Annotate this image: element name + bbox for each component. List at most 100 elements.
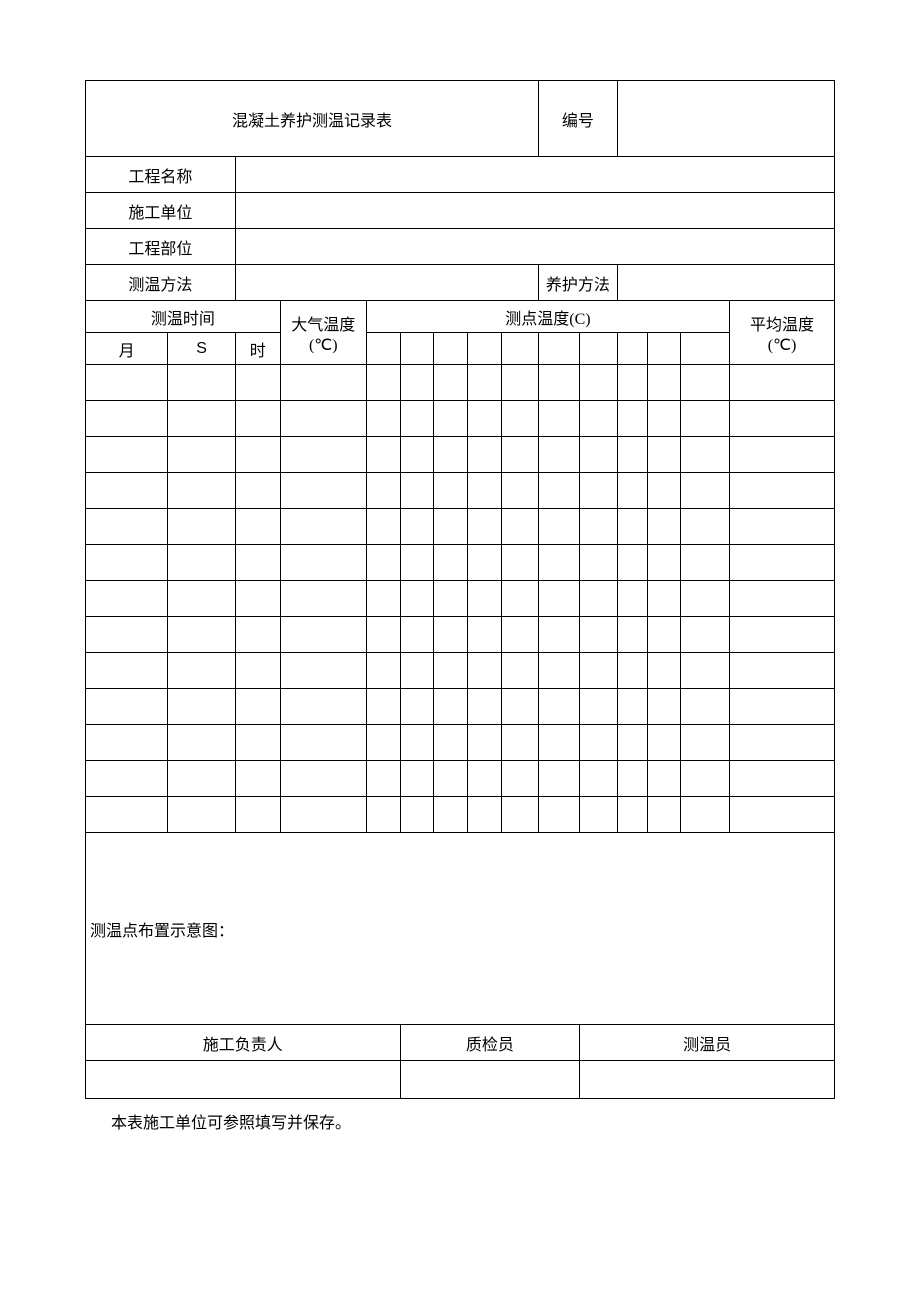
table-cell — [617, 617, 647, 653]
table-row — [86, 365, 835, 401]
table-cell — [539, 725, 580, 761]
table-cell — [86, 653, 168, 689]
table-cell — [681, 401, 730, 437]
table-cell — [235, 581, 280, 617]
table-cell — [86, 797, 168, 833]
table-cell — [539, 401, 580, 437]
table-cell — [400, 365, 434, 401]
table-cell — [681, 437, 730, 473]
table-cell — [617, 761, 647, 797]
table-row — [86, 509, 835, 545]
table-cell — [434, 509, 468, 545]
table-cell — [366, 725, 400, 761]
serial-label: 编号 — [539, 81, 618, 157]
table-cell — [86, 761, 168, 797]
table-cell — [86, 365, 168, 401]
table-cell — [434, 437, 468, 473]
table-cell — [580, 797, 617, 833]
table-cell — [580, 545, 617, 581]
table-cell — [366, 545, 400, 581]
table-cell — [467, 545, 501, 581]
table-cell — [580, 581, 617, 617]
col-month: 月 — [86, 333, 168, 365]
table-row — [86, 545, 835, 581]
table-row — [86, 653, 835, 689]
table-cell — [501, 653, 538, 689]
table-cell — [366, 365, 400, 401]
table-cell — [235, 473, 280, 509]
col-time-group: 测温时间 — [86, 301, 281, 333]
table-cell — [730, 653, 835, 689]
table-cell — [434, 545, 468, 581]
sig-construction-leader-value — [86, 1061, 401, 1099]
table-cell — [617, 473, 647, 509]
table-cell — [467, 509, 501, 545]
table-cell — [400, 761, 434, 797]
table-cell — [681, 725, 730, 761]
table-cell — [501, 545, 538, 581]
table-cell — [617, 365, 647, 401]
table-cell — [366, 581, 400, 617]
table-cell — [580, 725, 617, 761]
table-cell — [86, 401, 168, 437]
table-cell — [580, 401, 617, 437]
table-cell — [730, 617, 835, 653]
table-cell — [539, 545, 580, 581]
record-table: 混凝土养护测温记录表 编号 工程名称 施工单位 工程部位 测温方法 养护方法 测… — [85, 80, 835, 1099]
table-cell — [86, 545, 168, 581]
table-cell — [681, 617, 730, 653]
table-cell — [467, 617, 501, 653]
table-cell — [730, 509, 835, 545]
table-cell — [366, 761, 400, 797]
footnote: 本表施工单位可参照填写并保存。 — [111, 1109, 835, 1133]
table-cell — [400, 725, 434, 761]
table-cell — [539, 581, 580, 617]
table-cell — [501, 581, 538, 617]
table-cell — [539, 689, 580, 725]
table-cell — [467, 761, 501, 797]
measure-method-label: 测温方法 — [86, 265, 236, 301]
table-cell — [617, 581, 647, 617]
table-cell — [235, 365, 280, 401]
table-cell — [617, 797, 647, 833]
table-cell — [434, 473, 468, 509]
table-cell — [434, 761, 468, 797]
table-cell — [235, 725, 280, 761]
col-day: S — [168, 333, 235, 365]
sig-measurer-value — [580, 1061, 835, 1099]
table-cell — [467, 797, 501, 833]
table-row — [86, 617, 835, 653]
curing-method-value — [617, 265, 834, 301]
table-cell — [280, 761, 366, 797]
table-cell — [730, 581, 835, 617]
table-cell — [168, 653, 235, 689]
col-point-temp-group: 测点温度(C) — [366, 301, 729, 333]
table-cell — [280, 509, 366, 545]
table-cell — [434, 689, 468, 725]
table-cell — [730, 437, 835, 473]
table-cell — [580, 653, 617, 689]
table-cell — [539, 437, 580, 473]
table-cell — [681, 509, 730, 545]
col-pt-6 — [539, 333, 580, 365]
table-cell — [681, 797, 730, 833]
table-cell — [400, 473, 434, 509]
construction-unit-value — [235, 193, 834, 229]
table-cell — [400, 653, 434, 689]
table-cell — [366, 509, 400, 545]
table-cell — [467, 365, 501, 401]
table-cell — [501, 797, 538, 833]
table-cell — [280, 401, 366, 437]
table-cell — [366, 617, 400, 653]
table-cell — [280, 545, 366, 581]
table-cell — [366, 437, 400, 473]
table-cell — [280, 653, 366, 689]
table-cell — [647, 401, 681, 437]
table-cell — [539, 509, 580, 545]
table-cell — [235, 401, 280, 437]
table-cell — [501, 401, 538, 437]
table-cell — [730, 689, 835, 725]
table-cell — [235, 437, 280, 473]
table-cell — [168, 401, 235, 437]
table-cell — [400, 401, 434, 437]
